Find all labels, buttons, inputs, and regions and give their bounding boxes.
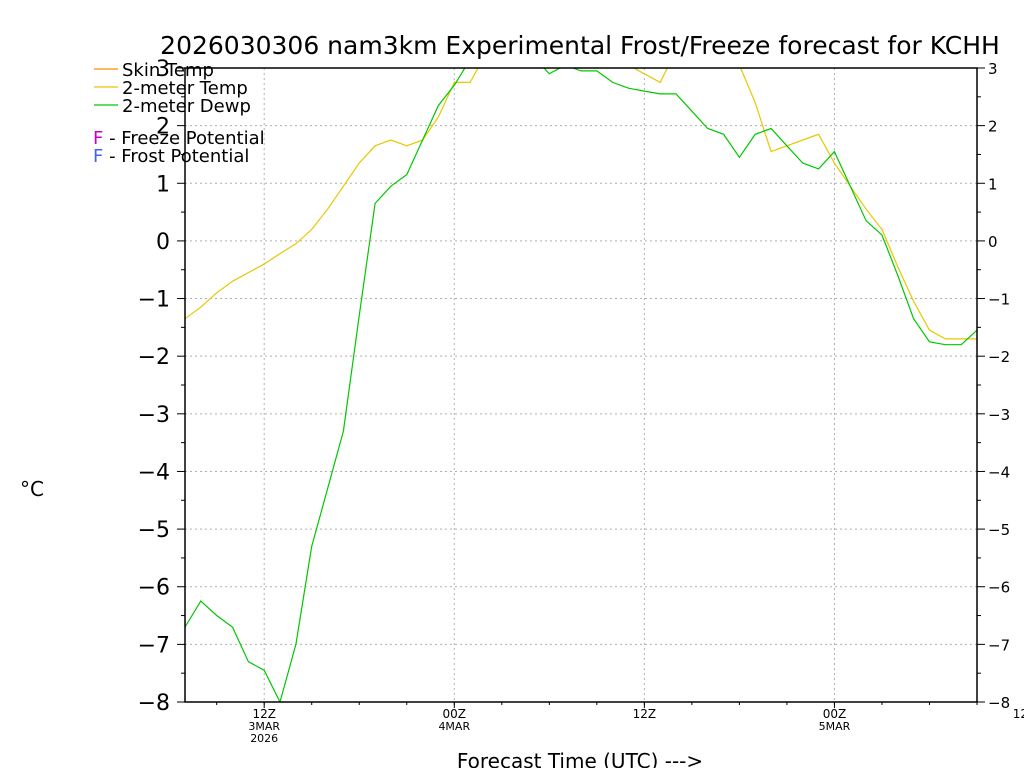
y-tick-label-right: −2: [988, 348, 1010, 366]
y-tick-label-left: −1: [138, 288, 170, 313]
y-tick-label-right: −3: [988, 406, 1010, 424]
x-axis: 12Z3MAR202600Z4MAR12Z00Z5MAR12Z: [216, 702, 1024, 745]
grid: [185, 68, 977, 702]
y-tick-label-left: 0: [156, 230, 170, 255]
potential-legend-item: F - Frost Potential: [93, 146, 249, 167]
x-axis-label: Forecast Time (UTC) --->: [457, 749, 703, 768]
potential-legend-letter: F: [93, 146, 103, 167]
potential-legend-text: - Freeze Potential: [103, 128, 264, 149]
y-tick-label-left: −7: [138, 633, 170, 658]
y-tick-label-right: −5: [988, 521, 1010, 539]
y-tick-label-left: −8: [138, 691, 170, 716]
y-tick-label-right: 1: [988, 175, 998, 193]
y-tick-label-left: −2: [138, 345, 170, 370]
x-tick-label: 5MAR: [819, 720, 851, 733]
y-axis-left: −8 −7 −6 −5 −4 −3 −2 −1 0 1 2 3: [138, 57, 185, 716]
y-tick-label-left: 1: [156, 172, 170, 197]
y-axis-right: −8 −7 −6 −5 −4 −3 −2 −1 0 1 2 3: [977, 60, 1010, 712]
y-tick-label-right: 2: [988, 118, 998, 136]
x-tick-label: 00Z: [443, 707, 467, 721]
y-tick-label-left: −6: [138, 576, 170, 601]
x-tick-label: 12Z: [252, 707, 276, 721]
series-lines: [185, 68, 977, 702]
legend-label: Skin Temp: [122, 60, 214, 81]
x-tick-label: 3MAR: [248, 720, 280, 733]
y-tick-label-right: −7: [988, 636, 1010, 654]
x-tick-label: 12Z: [633, 707, 657, 721]
plot-frame: [184, 67, 978, 703]
potential-legend-letter: F: [93, 128, 103, 149]
x-tick-label: 00Z: [823, 707, 847, 721]
x-tick-label: 2026: [250, 732, 278, 745]
potential-legend-item: F - Freeze Potential: [93, 128, 265, 149]
y-tick-label-left: 3: [156, 57, 170, 82]
y-tick-label-right: −4: [988, 463, 1010, 481]
potential-legend-text: - Frost Potential: [103, 146, 249, 167]
y-tick-label-left: −5: [138, 518, 170, 543]
y-tick-label-left: 2: [156, 115, 170, 140]
legend-label: 2-meter Dewp: [122, 96, 251, 117]
series-line-2-meter-dewp: [185, 68, 977, 702]
y-tick-label-right: −6: [988, 579, 1010, 597]
y-tick-label-left: −4: [138, 460, 170, 485]
y-tick-label-right: −1: [988, 291, 1010, 309]
y-tick-label-right: 0: [988, 233, 998, 251]
y-tick-label-right: 3: [988, 60, 998, 78]
y-axis-label: °C: [20, 477, 44, 501]
chart-title: 2026030306 nam3km Experimental Frost/Fre…: [160, 31, 1000, 60]
x-tick-label: 12Z: [1013, 707, 1024, 721]
y-tick-label-left: −3: [138, 403, 170, 428]
x-tick-label: 4MAR: [438, 720, 470, 733]
y-tick-label-right: −8: [988, 694, 1010, 712]
legend-label: 2-meter Temp: [122, 78, 248, 99]
series-line-2-meter-temp: [185, 68, 977, 340]
